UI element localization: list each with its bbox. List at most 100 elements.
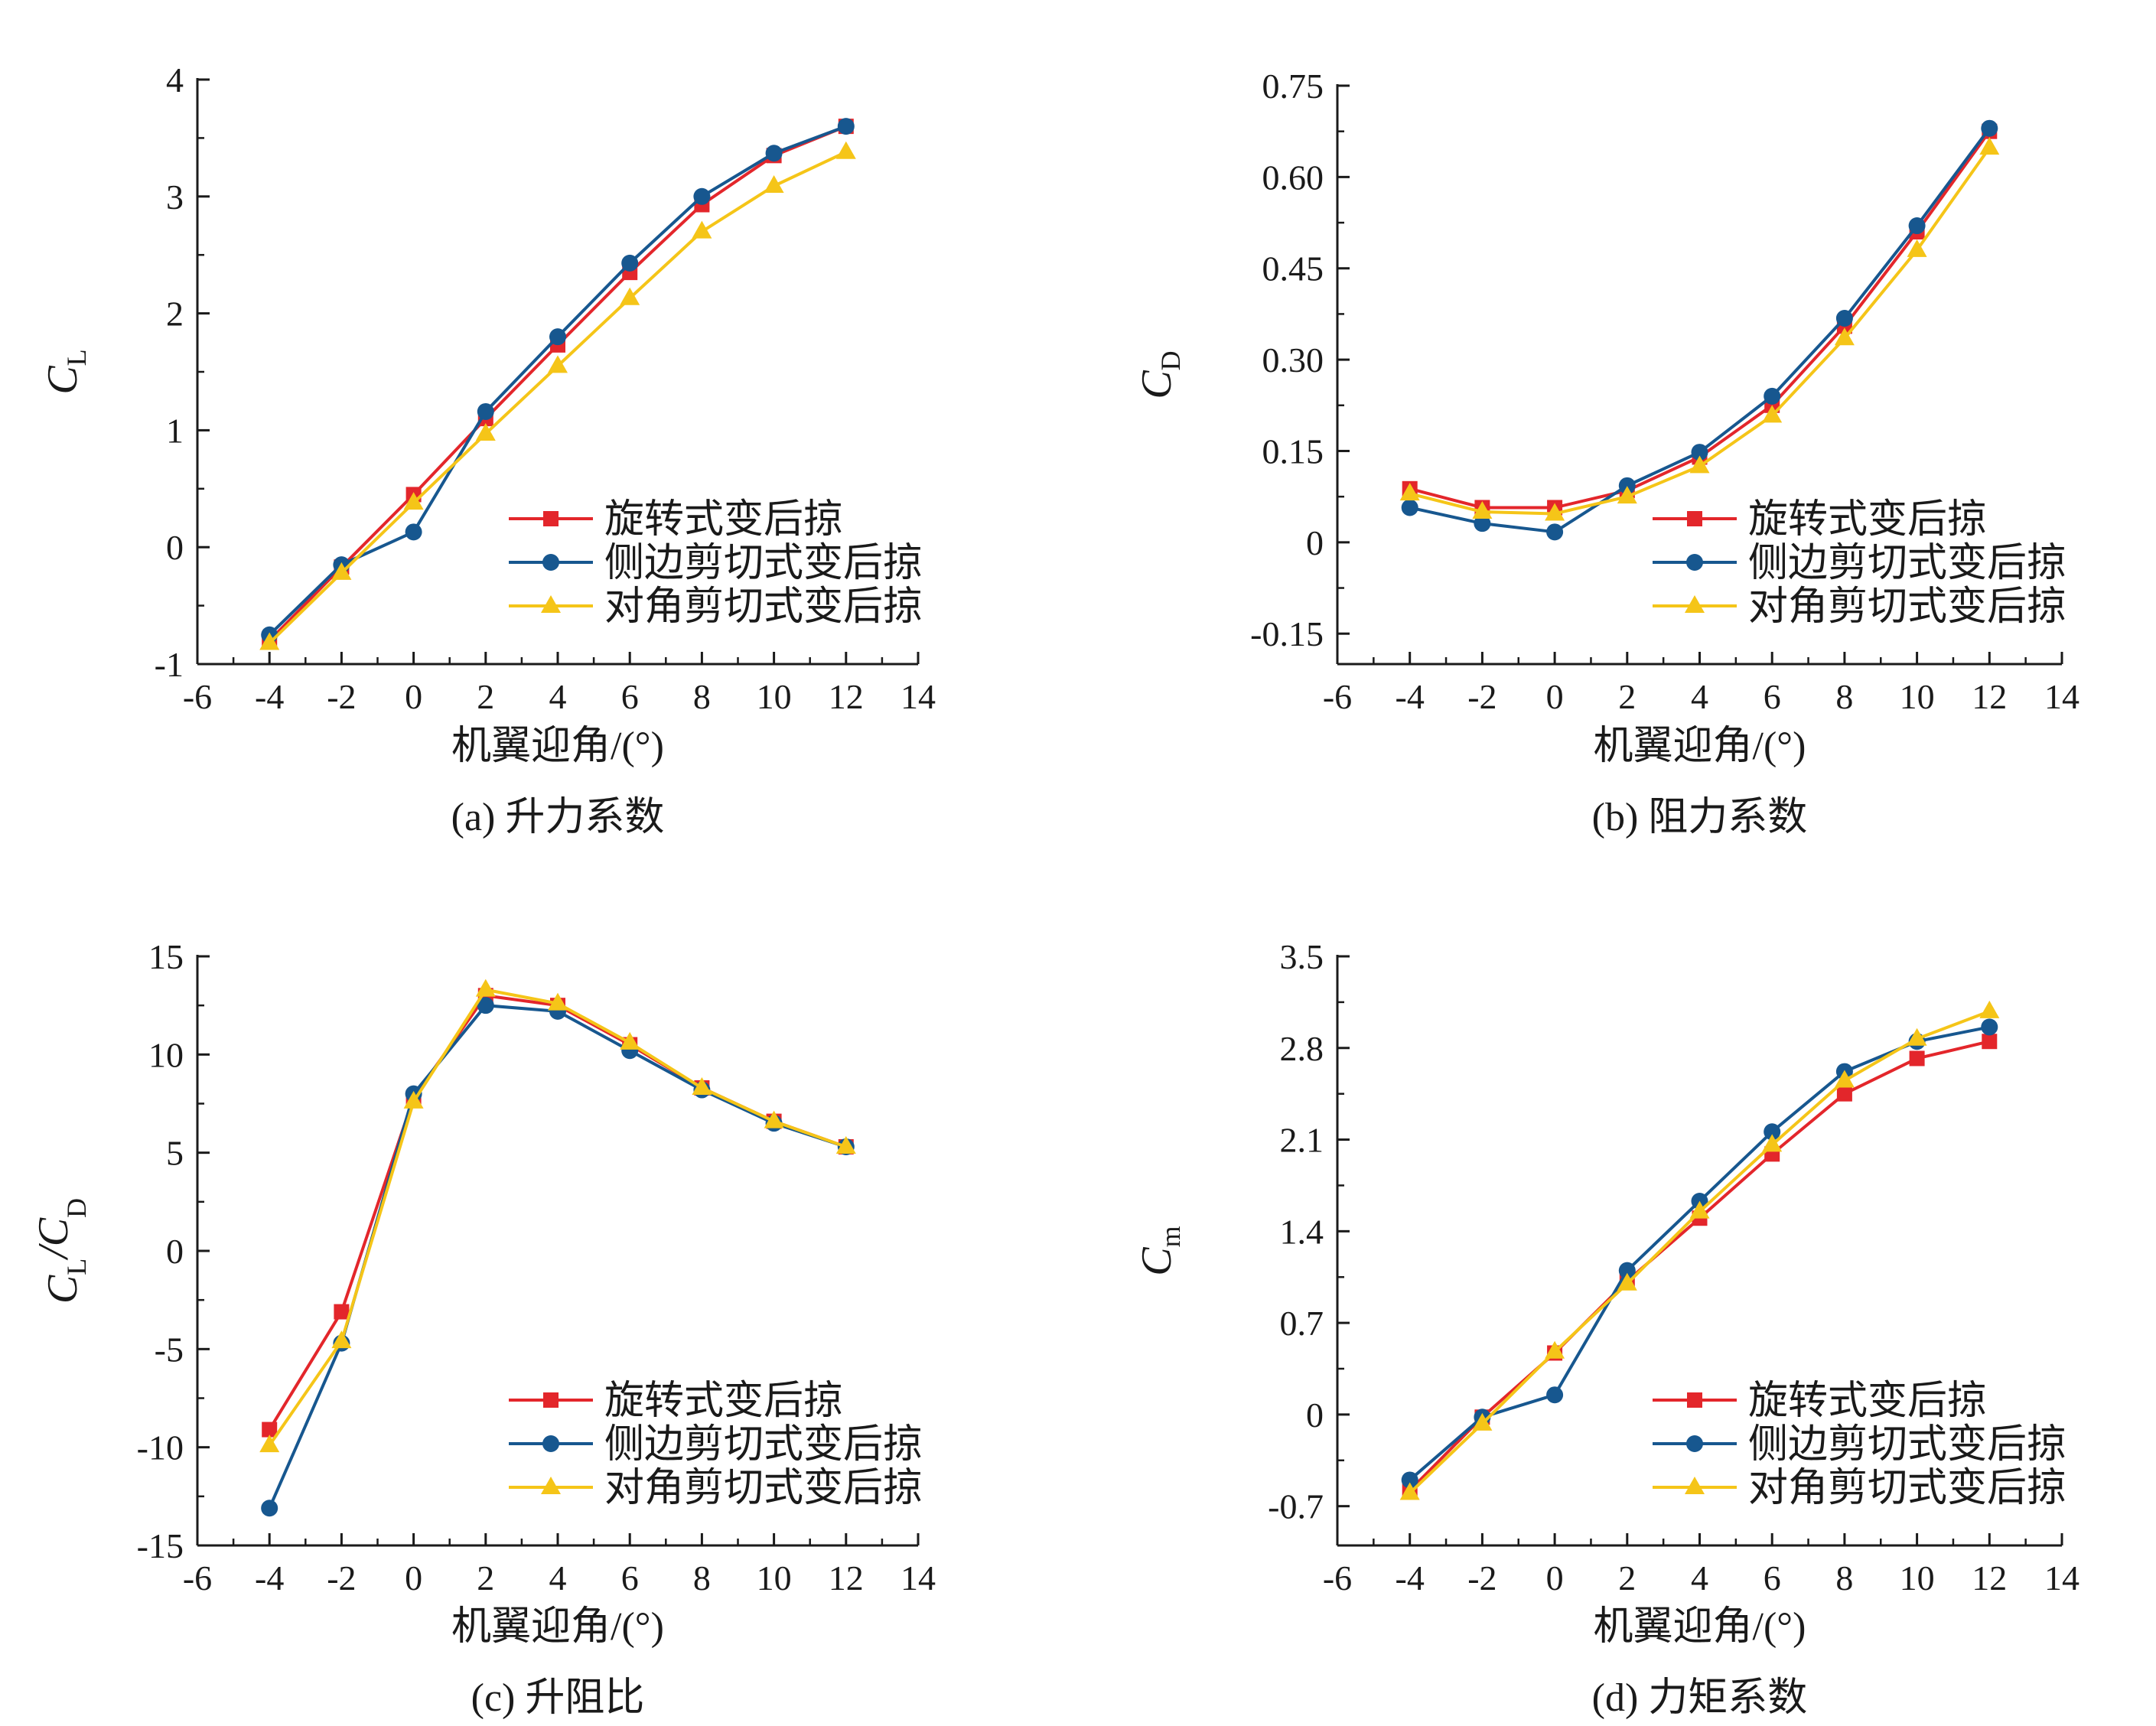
data-point-series-3 (1907, 239, 1927, 257)
x-tick-label: 12 (829, 677, 864, 716)
legend-label: 旋转式变后掠 (604, 1379, 843, 1423)
data-point-series-2 (1764, 1123, 1781, 1141)
x-tick-label: 10 (1900, 677, 1935, 716)
x-tick-label: 6 (1764, 677, 1781, 716)
x-tick-label: -6 (183, 1558, 212, 1597)
data-point-series-3 (331, 562, 352, 580)
y-tick-label: -15 (137, 1526, 184, 1565)
y-tick-label: 0.60 (1262, 158, 1324, 197)
data-point-series-2 (1546, 1386, 1564, 1404)
x-tick-label: 14 (901, 677, 936, 716)
legend-label: 侧边剪切式变后掠 (1748, 1423, 2066, 1467)
x-tick-label: 0 (405, 1558, 422, 1597)
data-point-series-3 (331, 1330, 352, 1349)
x-axis-title: 机翼迎角/(°) (1594, 725, 1806, 768)
y-tick-label: 3 (166, 177, 184, 217)
y-tick-label: 0.7 (1280, 1304, 1324, 1343)
y-tick-label: 0.75 (1262, 67, 1324, 106)
y-tick-label: 3.5 (1280, 937, 1324, 976)
x-tick-label: 2 (477, 1558, 494, 1597)
y-tick-label: 2.8 (1280, 1029, 1324, 1068)
y-axis-label-symbol: C (39, 366, 86, 395)
x-tick-label: 2 (477, 677, 494, 716)
y-axis-label-symbol: /C (30, 1217, 77, 1261)
x-tick-label: -6 (183, 677, 212, 716)
legend-swatch-marker (543, 1392, 559, 1408)
data-point-series-3 (835, 141, 856, 159)
data-point-series-3 (1617, 1272, 1637, 1291)
x-tick-label: 6 (1764, 1558, 1781, 1597)
data-point-series-1 (262, 1422, 278, 1438)
y-axis-label-subscript: D (61, 1198, 92, 1218)
data-point-series-3 (764, 175, 784, 194)
data-point-series-3 (1979, 1000, 2000, 1018)
legend-swatch-marker (541, 595, 561, 613)
legend-label: 侧边剪切式变后掠 (604, 542, 923, 585)
y-tick-label: -0.7 (1268, 1487, 1324, 1526)
y-tick-label: 10 (148, 1035, 184, 1074)
data-point-series-3 (1545, 1340, 1565, 1359)
data-point-series-3 (1834, 327, 1855, 346)
data-point-series-2 (621, 254, 639, 272)
data-point-series-3 (403, 1090, 424, 1109)
y-axis-label-symbol: C (39, 1275, 86, 1304)
y-tick-label: 0.15 (1262, 432, 1324, 471)
y-axis-label-symbol: C (1133, 370, 1181, 399)
legend-label: 侧边剪切式变后掠 (604, 1423, 923, 1467)
x-tick-label: 10 (1900, 1558, 1935, 1597)
y-axis-label-symbol: C (1133, 1247, 1181, 1276)
legend-swatch-marker (1687, 511, 1702, 526)
panel-caption: (c) 升阻比 (471, 1676, 645, 1720)
x-tick-label: 4 (549, 1558, 567, 1597)
x-tick-label: 12 (1972, 1558, 2007, 1597)
y-tick-label: 0.30 (1262, 340, 1324, 379)
data-point-series-3 (1399, 483, 1420, 501)
legend-swatch-marker (542, 1435, 559, 1452)
data-point-series-2 (1835, 309, 1853, 327)
y-tick-label: 4 (166, 60, 184, 99)
legend-label: 旋转式变后掠 (1748, 1379, 1987, 1423)
data-point-series-3 (1472, 501, 1493, 519)
x-tick-label: -2 (1467, 677, 1496, 716)
y-tick-label: 0 (1306, 1395, 1324, 1435)
data-point-series-2 (261, 1500, 278, 1517)
data-point-series-3 (692, 220, 712, 239)
y-tick-label: 2 (166, 295, 184, 334)
x-tick-label: 8 (693, 1558, 711, 1597)
panel-caption: (a) 升力系数 (451, 796, 665, 839)
data-point-series-3 (835, 1135, 856, 1154)
data-point-series-2 (1401, 1471, 1418, 1489)
data-point-series-3 (403, 492, 424, 510)
x-tick-label: 12 (829, 1558, 864, 1597)
legend-label: 对角剪切式变后掠 (1748, 1467, 2066, 1510)
data-point-series-3 (1762, 405, 1783, 423)
data-point-series-3 (1834, 1070, 1855, 1088)
y-tick-label: 15 (148, 937, 184, 976)
data-point-series-2 (1908, 217, 1926, 235)
x-tick-label: -4 (1396, 677, 1425, 716)
data-point-series-2 (765, 145, 783, 162)
data-point-series-1 (334, 1304, 350, 1320)
data-point-series-3 (1545, 503, 1565, 521)
data-point-series-2 (1474, 515, 1491, 532)
x-tick-label: 2 (1618, 677, 1636, 716)
x-tick-label: -4 (255, 1558, 284, 1597)
data-point-series-3 (1617, 486, 1637, 504)
x-tick-label: 6 (621, 1558, 639, 1597)
x-tick-label: 14 (2044, 1558, 2079, 1597)
data-point-series-3 (1472, 1412, 1493, 1431)
series-line-1 (268, 994, 847, 1431)
data-point-series-3 (1762, 1134, 1783, 1152)
y-tick-label: 0.45 (1262, 249, 1324, 288)
legend-label: 旋转式变后掠 (1748, 498, 1987, 542)
x-tick-label: -6 (1323, 677, 1352, 716)
data-point-series-2 (1546, 523, 1564, 541)
data-point-series-2 (1618, 477, 1636, 494)
y-tick-label: 2.1 (1280, 1121, 1324, 1160)
y-tick-label: -10 (137, 1428, 184, 1467)
data-point-series-2 (1618, 1262, 1636, 1279)
legend-label: 对角剪切式变后掠 (604, 585, 923, 629)
y-axis-label: CD (1133, 350, 1186, 399)
x-tick-label: 4 (549, 677, 567, 716)
